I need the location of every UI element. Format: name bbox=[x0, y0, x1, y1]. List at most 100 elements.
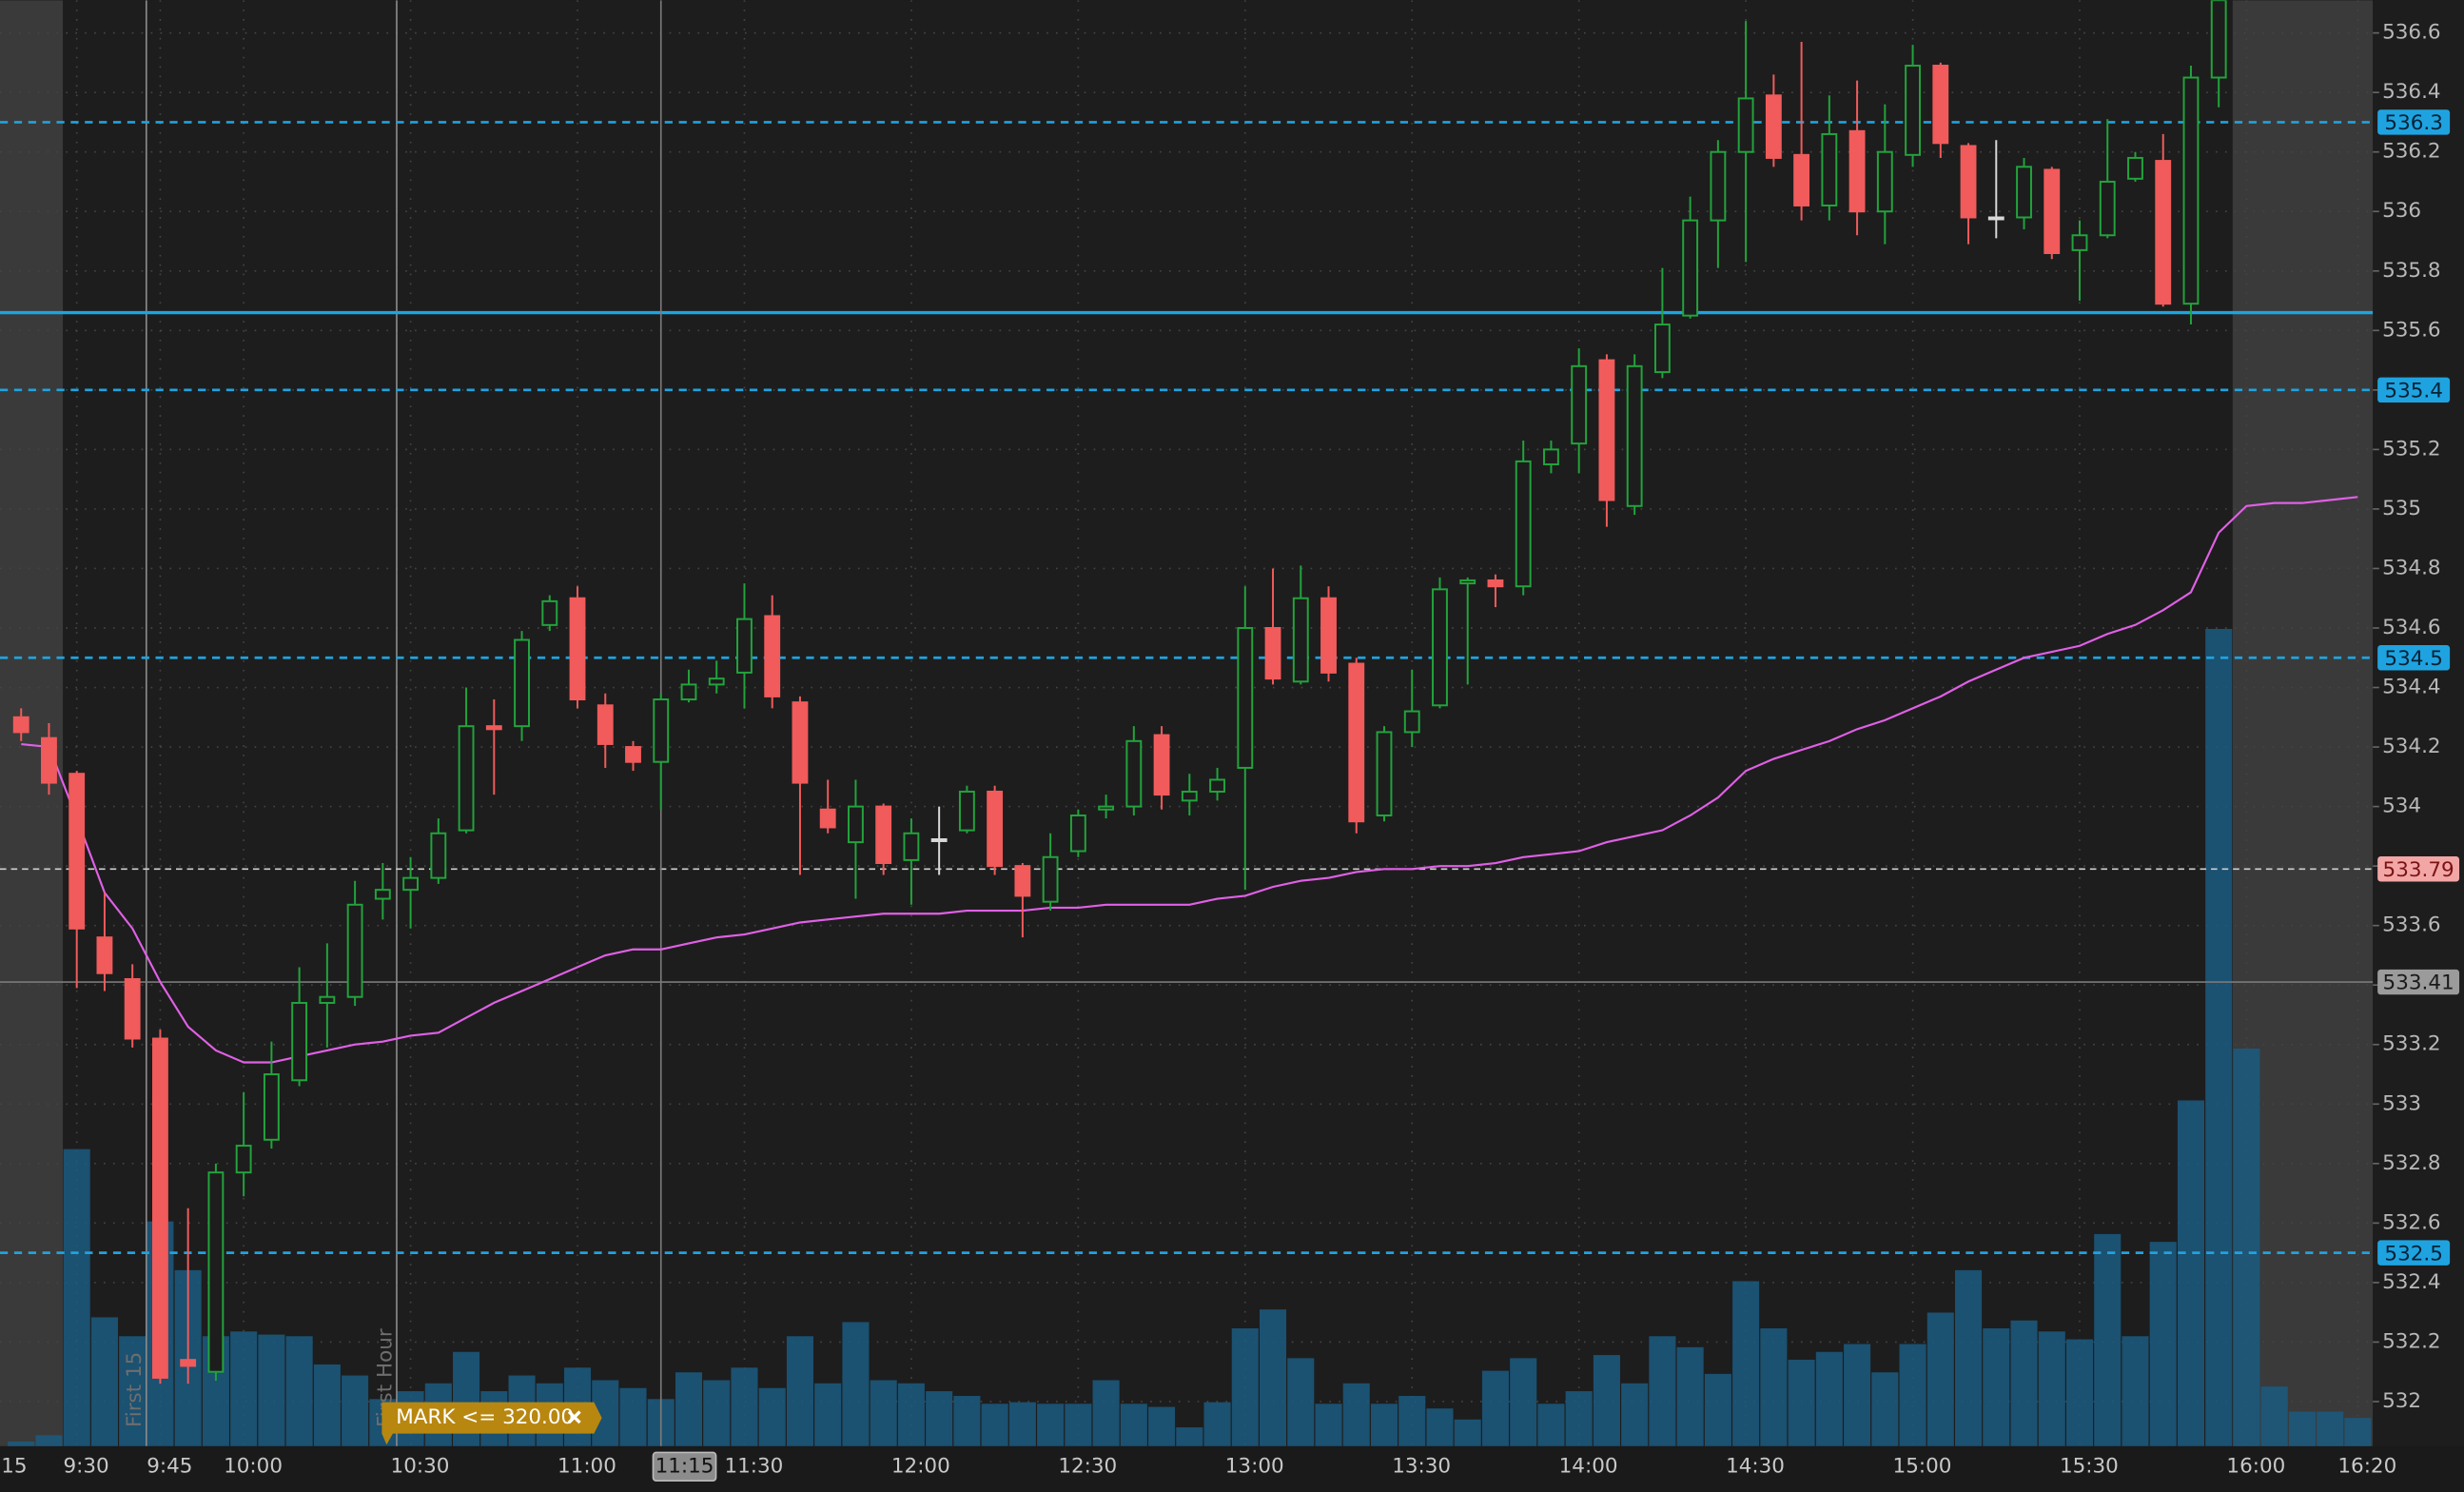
volume-bar bbox=[926, 1391, 953, 1446]
candle-body bbox=[1737, 97, 1754, 153]
y-tick-label: 534 bbox=[2382, 795, 2421, 818]
x-tick-label: 16:00 bbox=[2226, 1454, 2285, 1478]
candle-body bbox=[2127, 156, 2143, 180]
volume-bar bbox=[731, 1367, 758, 1446]
candle-body bbox=[1765, 94, 1782, 159]
volume-bar bbox=[675, 1372, 703, 1446]
volume-bar bbox=[1537, 1404, 1565, 1446]
volume-bar bbox=[35, 1435, 63, 1446]
alert-tag: MARK <= 320.00 bbox=[381, 1402, 602, 1445]
volume-bar bbox=[313, 1364, 341, 1446]
y-tick-label: 532 bbox=[2382, 1389, 2421, 1413]
session-marker-label: First 15 bbox=[123, 1352, 147, 1427]
candle-body bbox=[1181, 790, 1198, 802]
candle-body bbox=[68, 773, 86, 930]
price-line-tag bbox=[2377, 109, 2451, 135]
price-line-label: 534.5 bbox=[2384, 647, 2442, 671]
volume-bar bbox=[2177, 1100, 2205, 1446]
candle-body bbox=[1320, 597, 1337, 674]
premarket-shade bbox=[0, 0, 64, 1446]
candle-body bbox=[1348, 662, 1365, 823]
volume-bar bbox=[342, 1375, 369, 1446]
x-tick-label: 11:00 bbox=[557, 1454, 616, 1478]
candle-body bbox=[875, 805, 892, 865]
candle-body bbox=[541, 599, 558, 626]
volume-bar bbox=[814, 1383, 842, 1446]
candle-body bbox=[1125, 739, 1143, 808]
x-tick-label: 13:30 bbox=[1392, 1454, 1451, 1478]
candle-body bbox=[848, 805, 864, 844]
candle-body bbox=[458, 725, 475, 832]
volume-bar bbox=[870, 1380, 897, 1446]
candle-body bbox=[1432, 588, 1448, 707]
y-tick-label: 534.6 bbox=[2382, 616, 2440, 639]
candle-body bbox=[12, 716, 29, 734]
candle-body bbox=[151, 1037, 168, 1379]
candle-body bbox=[180, 1359, 197, 1367]
candle-body bbox=[2071, 234, 2088, 251]
candle-body bbox=[1653, 324, 1671, 374]
volume-bar bbox=[1899, 1344, 1926, 1446]
volume-bar bbox=[897, 1383, 925, 1446]
candle-body bbox=[792, 701, 809, 784]
volume-bar bbox=[1871, 1372, 1899, 1446]
candle-body bbox=[430, 832, 447, 879]
candle-body bbox=[680, 683, 697, 701]
candle-body bbox=[1042, 855, 1059, 903]
volume-bar bbox=[63, 1148, 90, 1446]
y-tick-label: 532.4 bbox=[2382, 1270, 2440, 1294]
x-tick-label: 13:00 bbox=[1225, 1454, 1284, 1478]
candle-body bbox=[346, 903, 363, 998]
candle-body bbox=[1515, 460, 1532, 588]
y-tick-label: 533.2 bbox=[2382, 1032, 2440, 1056]
volume-bar bbox=[1315, 1404, 1342, 1446]
crosshair-x-tag bbox=[652, 1451, 717, 1482]
volume-bar bbox=[1398, 1396, 1426, 1446]
volume-bar bbox=[1704, 1373, 1731, 1446]
candle-body bbox=[291, 1001, 308, 1082]
candle-body bbox=[1793, 153, 1810, 206]
volume-bar bbox=[1092, 1380, 1120, 1446]
candle-body bbox=[1987, 216, 2004, 221]
candle-body bbox=[1098, 805, 1115, 811]
volume-bar bbox=[1454, 1419, 1481, 1446]
volume-bar bbox=[2122, 1336, 2149, 1446]
volume-bar bbox=[981, 1404, 1008, 1446]
volume-bar bbox=[1760, 1327, 1788, 1446]
price-line-label: 535.4 bbox=[2384, 379, 2442, 402]
x-tick-label: 11:30 bbox=[724, 1454, 783, 1478]
candle-body bbox=[736, 618, 753, 674]
alert-text: MARK <= 320.00 bbox=[396, 1405, 574, 1429]
volume-bar bbox=[1983, 1327, 2010, 1446]
candle-body bbox=[1069, 814, 1086, 853]
volume-bar bbox=[1955, 1269, 1983, 1446]
volume-bar bbox=[1231, 1327, 1259, 1446]
candle-body bbox=[1543, 448, 1559, 466]
crosshair-x-label: 11:15 bbox=[655, 1454, 714, 1478]
candle-body bbox=[987, 790, 1004, 868]
candle-body bbox=[569, 597, 586, 701]
candle-body bbox=[958, 790, 975, 832]
candle-body bbox=[2182, 76, 2200, 305]
volume-bar bbox=[119, 1336, 147, 1446]
volume-bar bbox=[619, 1387, 647, 1446]
volume-bar bbox=[1815, 1351, 1843, 1446]
last-price-tag bbox=[2377, 856, 2460, 882]
candle-body bbox=[1571, 364, 1588, 445]
candle-body bbox=[402, 876, 420, 892]
y-tick-label: 535 bbox=[2382, 497, 2421, 520]
volume-bar bbox=[1788, 1360, 1815, 1446]
candle-body bbox=[2210, 0, 2227, 79]
candle-body bbox=[1487, 579, 1504, 588]
y-tick-label: 532.2 bbox=[2382, 1329, 2440, 1353]
candle-body bbox=[1626, 364, 1643, 507]
volume-bar bbox=[842, 1322, 870, 1446]
candle-body bbox=[1905, 65, 1921, 156]
candle-body bbox=[1459, 579, 1476, 585]
candle-body bbox=[41, 736, 57, 784]
y-tick-label: 532.8 bbox=[2382, 1151, 2440, 1175]
volume-bar bbox=[1593, 1355, 1620, 1446]
candle-body bbox=[1292, 597, 1309, 683]
